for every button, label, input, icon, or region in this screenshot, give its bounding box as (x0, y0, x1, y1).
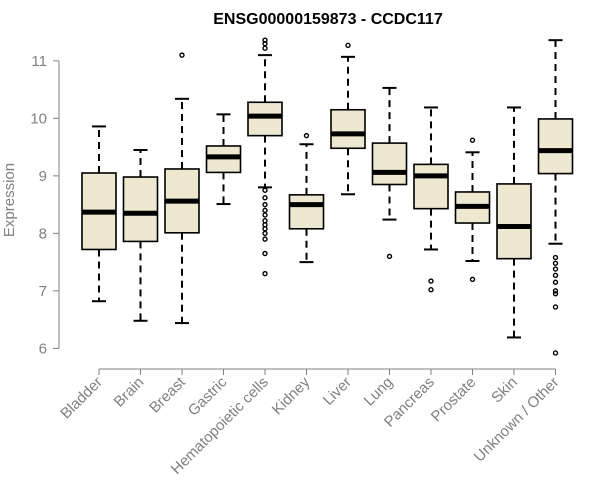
outlier-point (428, 278, 434, 284)
outlier-point (552, 350, 559, 356)
y-axis-label: Expression (1, 163, 18, 237)
outlier-point (469, 137, 476, 143)
x-tick-label: Brain (111, 374, 148, 411)
iqr-box (247, 101, 283, 137)
outlier-point (262, 45, 268, 51)
x-tick-label: Bladder (57, 374, 106, 423)
iqr-box (537, 118, 574, 175)
x-tick-label: Lung (361, 374, 397, 410)
y-axis: 6 7 8 9 10 11 (30, 53, 60, 357)
x-tick-label: Breast (146, 373, 189, 416)
y-tick-label: 11 (31, 53, 47, 70)
outlier-point (262, 187, 268, 193)
outlier-point (262, 195, 268, 201)
box-gastric (205, 113, 242, 206)
x-tick-label: Kidney (269, 373, 314, 418)
y-tick-label: 8 (39, 225, 47, 242)
box-unknown-other (537, 39, 574, 356)
y-tick-label: 6 (39, 340, 47, 357)
box-prostate (454, 137, 491, 283)
outlier-point (179, 52, 185, 58)
outlier-point (552, 291, 559, 297)
box-pancreas (413, 106, 449, 293)
y-tick-label: 10 (30, 110, 47, 127)
y-tick-label: 7 (39, 283, 47, 300)
outlier-point (345, 42, 351, 49)
outlier-point (552, 272, 559, 279)
outlier-point (262, 230, 268, 237)
box-bladder (81, 125, 117, 303)
iqr-box (122, 176, 159, 243)
outlier-point (469, 276, 476, 283)
outlier-point (262, 226, 268, 232)
iqr-box (496, 183, 532, 260)
box-skin (496, 106, 532, 339)
iqr-box (330, 108, 366, 150)
box-lung (371, 86, 408, 260)
outlier-point (262, 270, 268, 277)
outlier-point (552, 304, 559, 310)
outlier-point (262, 40, 268, 47)
box-kidney (288, 132, 325, 264)
outlier-point (552, 260, 559, 266)
iqr-box (288, 194, 325, 230)
box-liver (330, 42, 366, 196)
outlier-point (386, 253, 393, 260)
iqr-box (371, 142, 408, 186)
x-tick-label: Skin (488, 374, 521, 407)
box-brain (122, 149, 159, 322)
outlier-point (552, 288, 559, 294)
box-breast (164, 52, 200, 325)
x-tick-label: Prostate (428, 374, 480, 426)
x-tick-label: Liver (320, 374, 355, 409)
outlier-point (262, 207, 268, 214)
outlier-point (552, 254, 559, 261)
outlier-point (262, 201, 268, 208)
boxes-group (81, 37, 574, 356)
outlier-point (428, 287, 434, 293)
outlier-point (552, 279, 559, 285)
outlier-point (262, 236, 268, 242)
box-hematopoietic-cells (247, 37, 283, 277)
y-tick-label: 9 (39, 168, 47, 185)
outlier-point (262, 250, 268, 257)
outlier-point (303, 132, 310, 139)
outlier-point (552, 266, 559, 272)
iqr-box (413, 163, 449, 210)
outlier-point (262, 212, 268, 218)
chart-title: ENSG00000159873 - CCDC117 (213, 11, 443, 28)
